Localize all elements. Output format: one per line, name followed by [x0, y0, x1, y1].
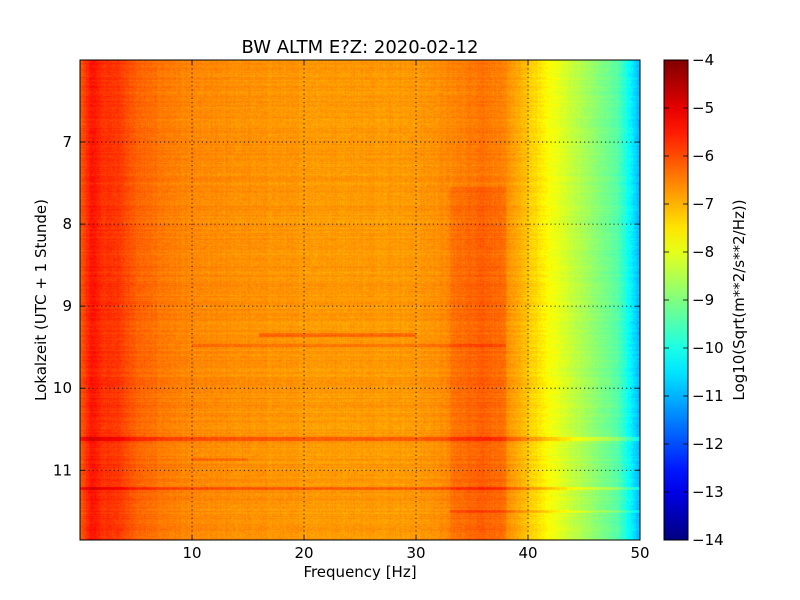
y-tick-label: 10	[53, 379, 72, 397]
colorbar: −4 −5 −6 −7 −8 −9 −10 −11 −12 −13 −14 Log10(Sqrt(m…	[663, 51, 748, 549]
colorbar-tick-label: −6	[692, 147, 714, 165]
colorbar-tick-label: −14	[692, 531, 724, 549]
chart-title: BW ALTM E?Z: 2020-02-12	[242, 37, 479, 58]
colorbar-tick-label: −11	[692, 387, 724, 405]
colorbar-tick-label: −8	[692, 243, 714, 261]
x-tick-label: 30	[406, 544, 425, 562]
x-axis-label: Frequency [Hz]	[303, 563, 416, 581]
heatmap-image	[80, 60, 640, 540]
colorbar-tick-label: −4	[692, 51, 714, 69]
heatmap-plot-area	[79, 59, 641, 541]
y-tick-label: 7	[62, 133, 72, 151]
colorbar-label: Log10(Sqrt(m**2/s**2/Hz))	[730, 199, 748, 400]
colorbar-tick-label: −12	[692, 435, 724, 453]
x-tick-label: 50	[630, 544, 649, 562]
y-axis-label: Lokalzeit (UTC + 1 Stunde)	[32, 199, 50, 401]
colorbar-tick-label: −10	[692, 339, 724, 357]
y-tick-label: 9	[62, 297, 72, 315]
y-axis-ticks: 7 8 9 10 11	[53, 133, 640, 479]
plot-frame	[79, 59, 641, 541]
grid-lines	[80, 60, 640, 540]
x-tick-label: 10	[182, 544, 201, 562]
x-tick-label: 20	[294, 544, 313, 562]
colorbar-ticks: −4 −5 −6 −7 −8 −9 −10 −11 −12 −13 −14	[664, 51, 724, 549]
y-tick-label: 8	[62, 215, 72, 233]
colorbar-tick-label: −13	[692, 483, 724, 501]
x-tick-label: 40	[518, 544, 537, 562]
colorbar-tick-label: −9	[692, 291, 714, 309]
colorbar-tick-label: −7	[692, 195, 714, 213]
colorbar-tick-label: −5	[692, 99, 714, 117]
y-tick-label: 11	[53, 461, 72, 479]
x-axis-ticks: 10 20 30 40 50	[182, 60, 650, 562]
